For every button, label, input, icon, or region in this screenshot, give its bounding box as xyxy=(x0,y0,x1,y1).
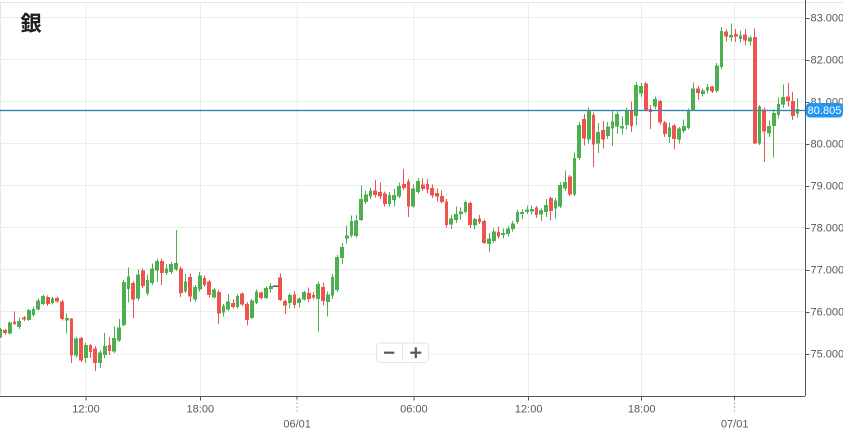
svg-text:80.000: 80.000 xyxy=(811,138,843,150)
svg-text:77.000: 77.000 xyxy=(811,265,843,277)
svg-text:12:00: 12:00 xyxy=(515,404,543,416)
svg-text:07/01: 07/01 xyxy=(721,419,749,431)
svg-text:82.000: 82.000 xyxy=(811,54,843,66)
svg-text:78.000: 78.000 xyxy=(811,223,843,235)
svg-text:80.805: 80.805 xyxy=(808,105,842,117)
svg-text:83.000: 83.000 xyxy=(811,12,843,24)
svg-text:79.000: 79.000 xyxy=(811,180,843,192)
svg-text:18:00: 18:00 xyxy=(187,404,215,416)
svg-text:18:00: 18:00 xyxy=(628,404,656,416)
svg-text:06:00: 06:00 xyxy=(400,404,428,416)
svg-text:75.000: 75.000 xyxy=(811,349,843,361)
svg-text:76.000: 76.000 xyxy=(811,307,843,319)
svg-text:06/01: 06/01 xyxy=(283,419,311,431)
svg-text:12:00: 12:00 xyxy=(72,404,100,416)
